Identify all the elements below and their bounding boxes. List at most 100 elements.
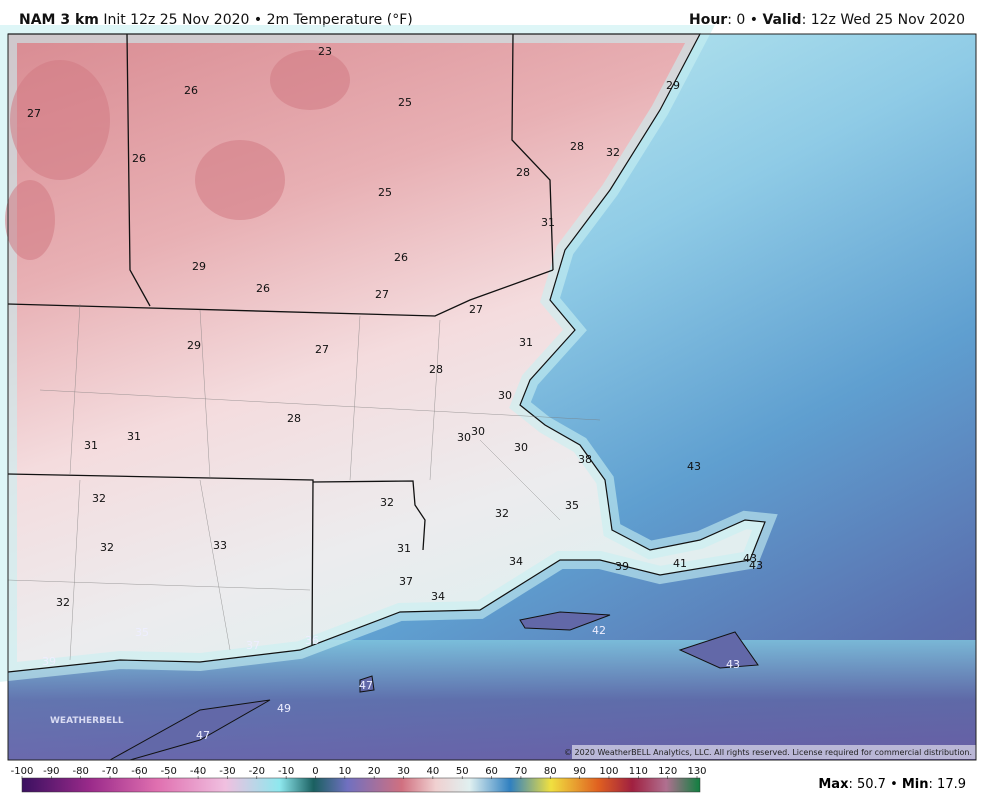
copyright-bg (572, 745, 976, 759)
coastline (7, 33, 766, 673)
colorbar-tick-label: 60 (485, 766, 498, 777)
colorbar (21, 777, 701, 793)
station-temp: 42 (592, 624, 606, 637)
colorbar-tick-label: 120 (658, 766, 677, 777)
colorbar-tick-label: 10 (338, 766, 351, 777)
colorbar-tick-label: 50 (456, 766, 469, 777)
station-temp: 28 (516, 166, 530, 179)
station-temp: 29 (187, 339, 201, 352)
hour: : 0 • (727, 12, 763, 28)
station-temp: 28 (570, 140, 584, 153)
islands (108, 611, 759, 761)
station-temp: 37 (246, 639, 260, 652)
logo: WEATHERBELL (50, 716, 124, 726)
colorbar-tick-label: -90 (43, 766, 59, 777)
colorbar-tick-label: -30 (219, 766, 235, 777)
station-temp: 38 (578, 453, 592, 466)
station-temp: 32 (495, 507, 509, 520)
station-temp: 27 (315, 343, 329, 356)
station-temp: 26 (184, 84, 198, 97)
colorbar-tick-label: 110 (629, 766, 648, 777)
station-temp: 39 (42, 655, 56, 668)
subtitle: Init 12z 25 Nov 2020 • 2m Temperature (°… (103, 12, 413, 28)
state-borders (7, 33, 554, 646)
header-left: NAM 3 km Init 12z 25 Nov 2020 • 2m Tempe… (19, 12, 413, 28)
colorbar-tick-label: 30 (397, 766, 410, 777)
colorbar-tick-label: -70 (102, 766, 118, 777)
station-temp: 30 (498, 389, 512, 402)
max-label: Max (818, 777, 849, 792)
station-temp: 43 (743, 552, 757, 565)
colorbar-tick-label: 40 (427, 766, 440, 777)
colorbar-tick-label: -60 (131, 766, 147, 777)
colorbar-tick-label: 130 (687, 766, 706, 777)
colorbar-tick-label: 20 (368, 766, 381, 777)
station-temp: 32 (92, 492, 106, 505)
colorbar-tick-label: -80 (73, 766, 89, 777)
colorbar-tick-label: -40 (190, 766, 206, 777)
colorbar-tick-label: 0 (312, 766, 318, 777)
station-temp: 30 (514, 441, 528, 454)
station-temp: 43 (726, 658, 740, 671)
station-temp: 29 (666, 79, 680, 92)
station-temp: 35 (135, 626, 149, 639)
station-temp: 39 (615, 560, 629, 573)
hour-label: Hour (688, 12, 728, 28)
copyright: © 2020 WeatherBELL Analytics, LLC. All r… (564, 748, 972, 757)
station-temp: 26 (394, 251, 408, 264)
station-temp: 29 (192, 260, 206, 273)
warm-patches (5, 50, 350, 260)
station-temp: 34 (509, 555, 523, 568)
station-temp: 32 (56, 596, 70, 609)
station-temp: 28 (287, 412, 301, 425)
header-right: Hour: 0 • Valid: 12z Wed 25 Nov 2020 (689, 12, 965, 28)
station-temp: 30 (457, 431, 471, 444)
station-temp: 47 (196, 729, 210, 742)
valid-label: Valid (762, 12, 802, 28)
station-temp: 27 (469, 303, 483, 316)
min: : 17.9 (929, 777, 966, 792)
station-temp: 43 (749, 559, 763, 572)
station-temp: 25 (378, 186, 392, 199)
station-temp: 26 (132, 152, 146, 165)
station-temp: 23 (318, 45, 332, 58)
valid: : 12z Wed 25 Nov 2020 (801, 12, 965, 28)
colorbar-tick-label: 100 (599, 766, 618, 777)
colorbar-tick-label: 80 (544, 766, 557, 777)
station-temp: 27 (375, 288, 389, 301)
station-temp: 49 (277, 702, 291, 715)
station-temp: 25 (398, 96, 412, 109)
station-temp: 28 (429, 363, 443, 376)
station-temp: 41 (673, 557, 687, 570)
station-temp: 32 (606, 146, 620, 159)
colorbar-tick-label: -20 (249, 766, 265, 777)
station-temp: 43 (687, 460, 701, 473)
county-borders (7, 303, 601, 661)
station-temp: 26 (256, 282, 270, 295)
station-temp: 31 (127, 430, 141, 443)
colorbar-tick-label: -10 (278, 766, 294, 777)
min-label: Min (902, 777, 929, 792)
station-temp: 32 (100, 541, 114, 554)
station-temp: 31 (541, 216, 555, 229)
station-temp: 27 (27, 107, 41, 120)
model: NAM 3 km (19, 12, 99, 28)
station-temp: 34 (431, 590, 445, 603)
station-temp: 47 (359, 679, 373, 692)
station-temp: 36 (305, 634, 319, 647)
footer: Max: 50.7 • Min: 17.9 (818, 777, 966, 792)
station-temp: 32 (380, 496, 394, 509)
station-temp: 35 (565, 499, 579, 512)
station-temp: 31 (519, 336, 533, 349)
station-temp: 31 (84, 439, 98, 452)
max: : 50.7 • (848, 777, 901, 792)
colorbar-tick-label: -50 (161, 766, 177, 777)
station-temp: 37 (399, 575, 413, 588)
colorbar-tick-label: 90 (573, 766, 586, 777)
station-temp: 31 (397, 542, 411, 555)
station-temp: 30 (471, 425, 485, 438)
map-frame (7, 33, 977, 761)
colorbar-tick-label: 70 (515, 766, 528, 777)
